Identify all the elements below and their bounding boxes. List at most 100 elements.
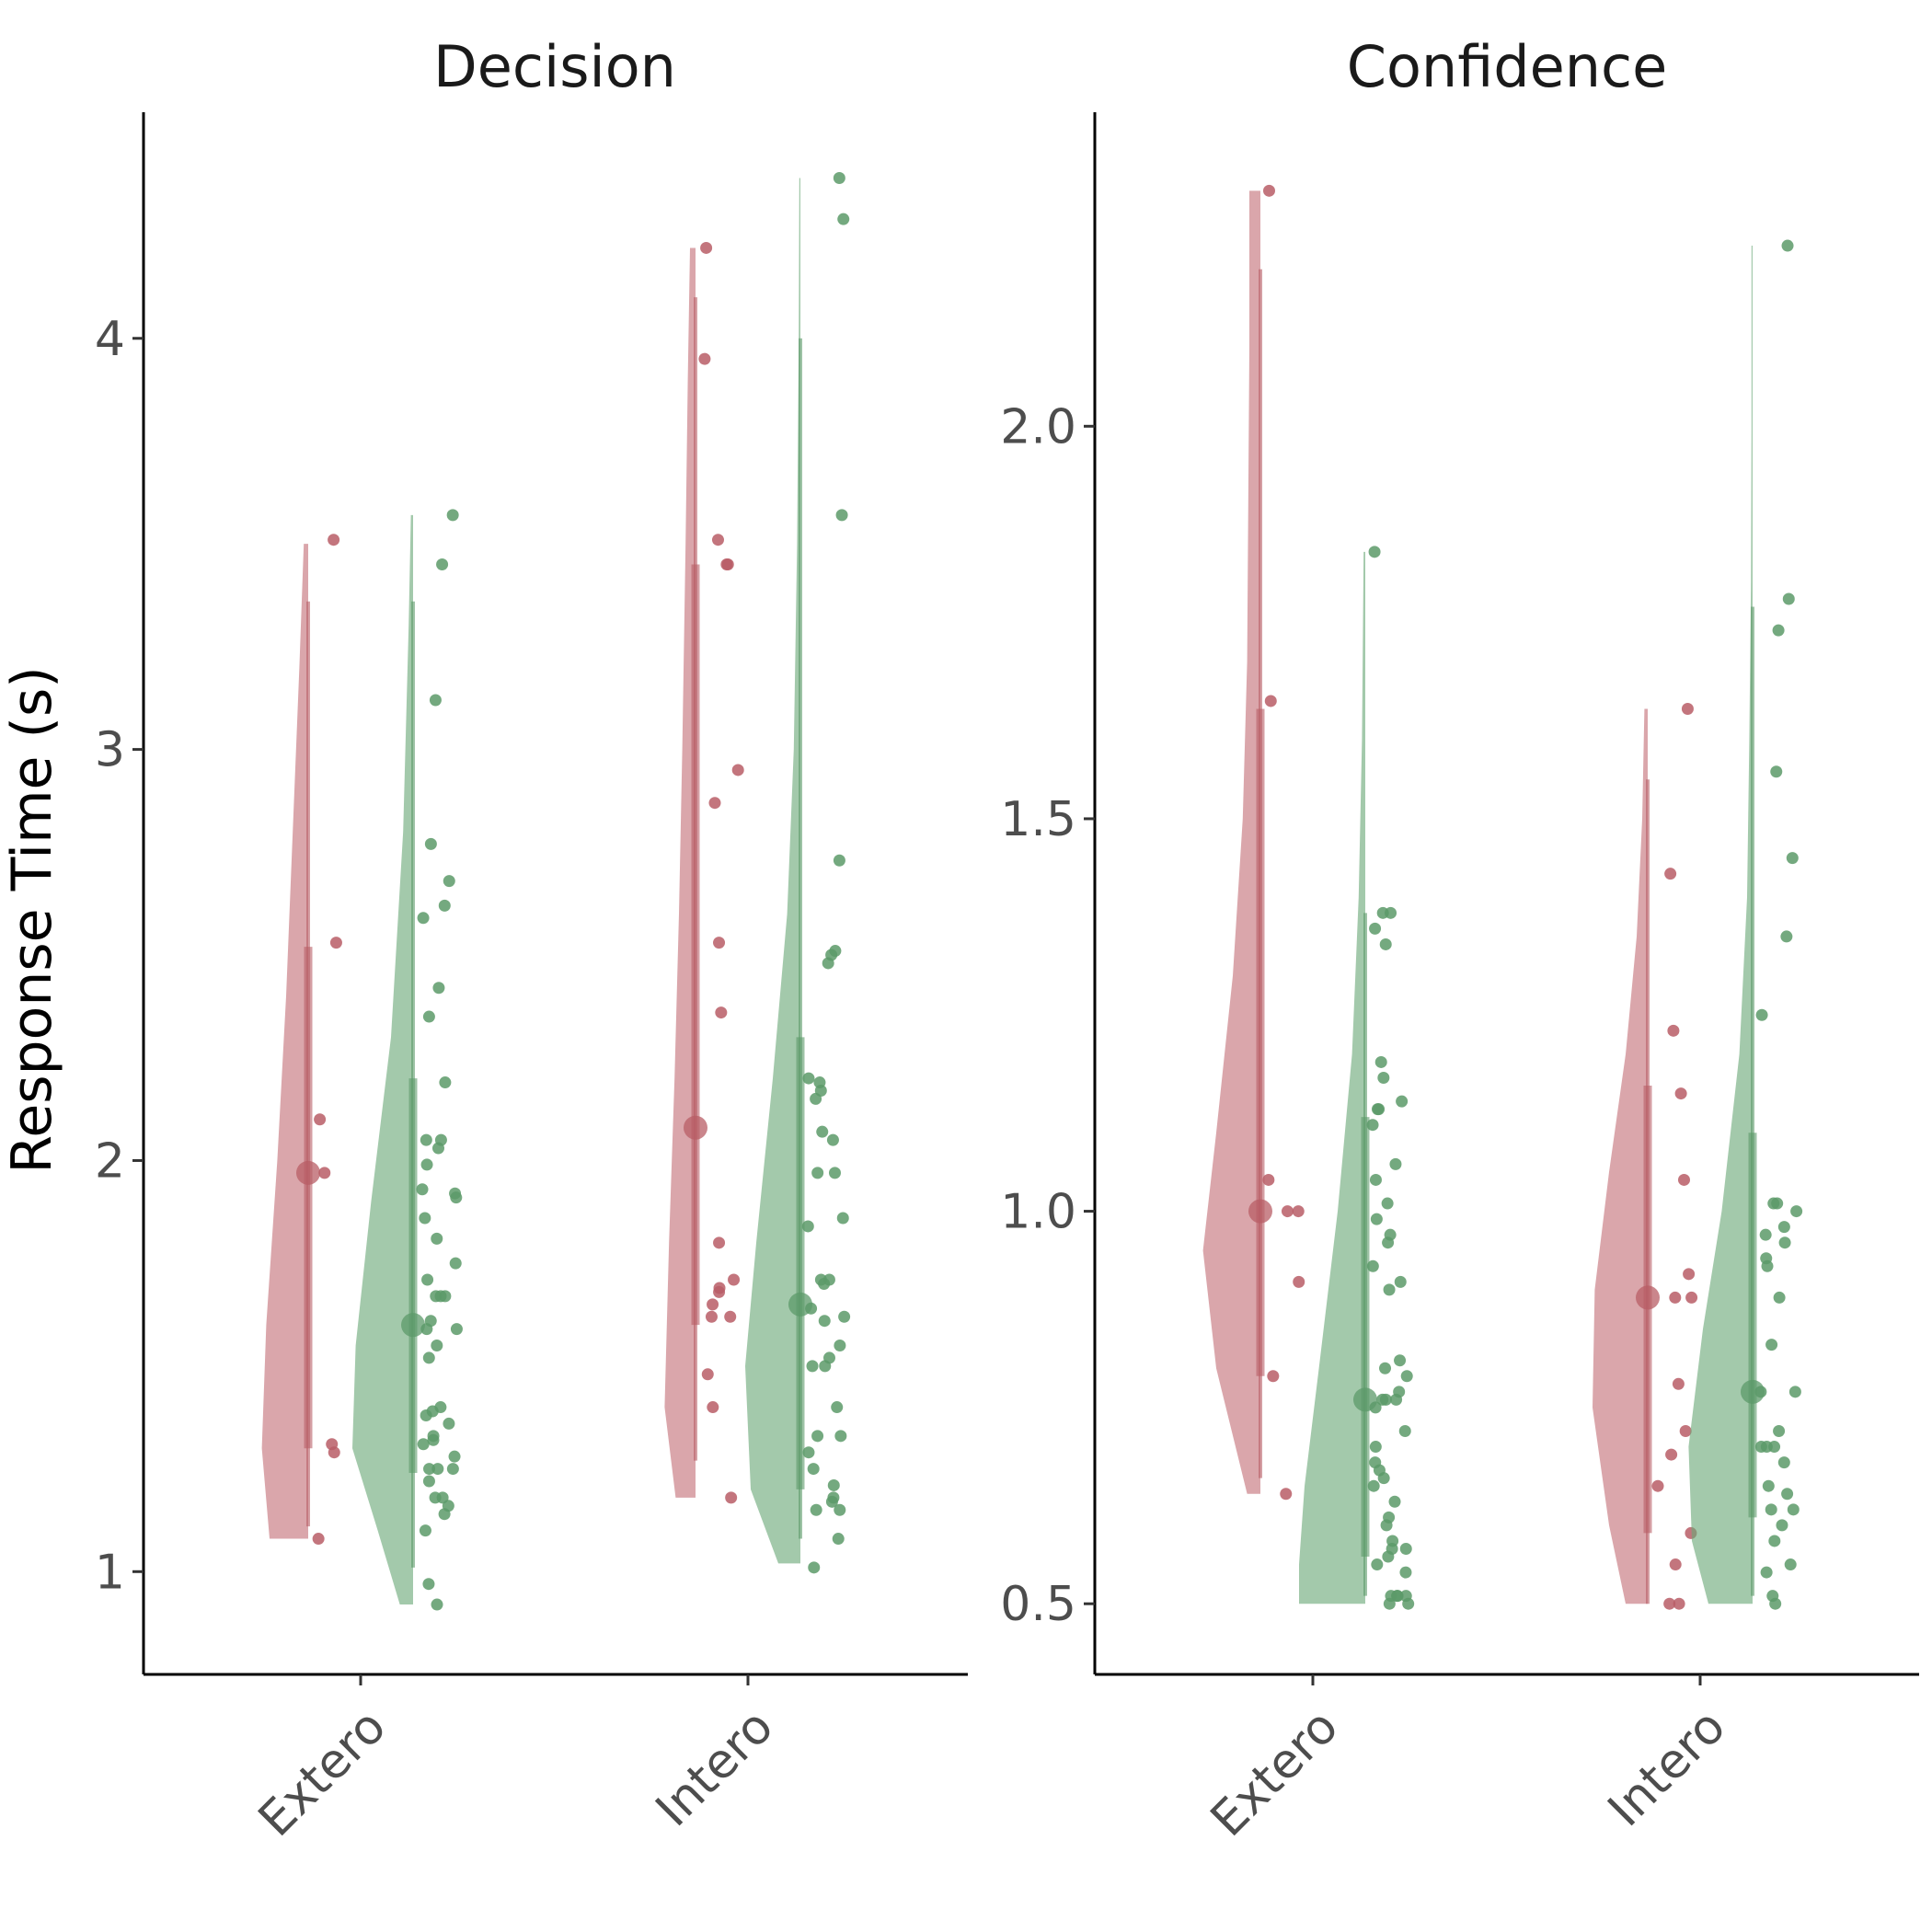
data-point-green <box>422 1475 435 1488</box>
data-point-green <box>1382 1236 1395 1249</box>
mean-point-green <box>1353 1387 1377 1412</box>
data-point-red <box>1677 1173 1690 1186</box>
data-point-green <box>819 1360 832 1373</box>
data-point-green <box>801 1220 814 1233</box>
data-point-green <box>443 1417 455 1430</box>
data-point-green <box>1787 1503 1800 1516</box>
violin-red <box>261 544 308 1539</box>
data-point-green <box>1369 1173 1382 1186</box>
data-point-green <box>1760 1566 1773 1579</box>
data-point-green <box>1380 1519 1393 1532</box>
mean-point-red <box>296 1160 320 1185</box>
data-point-red <box>700 241 713 254</box>
data-point-green <box>423 1463 436 1476</box>
data-point-red <box>1264 695 1277 707</box>
data-point-green <box>1786 852 1799 865</box>
data-point-green <box>833 171 845 184</box>
data-point-green <box>1396 1095 1409 1108</box>
data-point-red <box>713 937 726 949</box>
data-point-green <box>1755 1008 1768 1021</box>
data-point-red <box>731 764 744 776</box>
data-point-green <box>420 1158 433 1171</box>
data-point-green <box>1399 1542 1412 1555</box>
data-point-red <box>1651 1479 1664 1492</box>
data-point-green <box>810 1092 822 1105</box>
data-point-green <box>422 1351 435 1364</box>
data-point-green <box>1374 1055 1387 1068</box>
data-point-green <box>810 1503 822 1516</box>
data-point-green <box>1394 1275 1407 1288</box>
data-point-green <box>436 558 449 571</box>
y-tick-label: 2 <box>95 1133 125 1189</box>
data-point-green <box>838 1310 851 1323</box>
x-tick-label: Extero <box>1201 1699 1349 1847</box>
violin-green <box>352 514 413 1605</box>
data-point-red <box>1281 1205 1294 1218</box>
data-point-red <box>1667 1024 1680 1037</box>
data-point-green <box>446 509 459 522</box>
data-point-green <box>1765 1503 1777 1516</box>
data-point-red <box>329 937 342 949</box>
data-point-green <box>1772 624 1785 637</box>
data-point-green <box>822 957 834 970</box>
data-point-green <box>1369 1441 1382 1454</box>
data-point-red <box>1685 1291 1698 1304</box>
panel-confidence-plot: 0.5 1.0 1.5 2.0 Extero Intero <box>1000 112 1919 1847</box>
data-point-green <box>1382 1550 1395 1563</box>
data-point-green <box>432 982 445 995</box>
data-point-green <box>1377 1472 1390 1485</box>
data-point-green <box>831 1401 844 1414</box>
data-point-green <box>836 1212 849 1225</box>
data-point-green <box>431 1463 444 1476</box>
data-point-green <box>420 1133 432 1146</box>
data-point-green <box>1773 1424 1786 1437</box>
data-point-green <box>427 1433 440 1446</box>
data-point-green <box>811 1430 824 1443</box>
y-tick-label: 1 <box>95 1545 125 1600</box>
data-point-green <box>826 1133 839 1146</box>
data-point-green <box>818 1315 831 1328</box>
data-point-red <box>328 534 340 546</box>
panel-title-confidence: Confidence <box>1347 33 1668 100</box>
panel-title-decision: Decision <box>433 33 676 100</box>
data-point-red <box>318 1167 331 1179</box>
data-point-green <box>1400 1370 1413 1383</box>
data-point-green <box>1784 1558 1797 1571</box>
data-point-red <box>720 558 733 571</box>
data-point-red <box>1669 1558 1682 1571</box>
data-point-red <box>1679 1424 1692 1437</box>
violin-red <box>1593 708 1648 1604</box>
data-point-green <box>1773 1291 1786 1304</box>
data-point-green <box>1388 1495 1401 1508</box>
data-point-green <box>1780 930 1793 943</box>
data-point-green <box>834 1503 846 1516</box>
data-point-red <box>705 1310 718 1323</box>
x-tick-label: Extero <box>248 1699 397 1847</box>
data-point-green <box>1770 765 1783 778</box>
data-point-red <box>1280 1488 1293 1501</box>
data-point-green <box>835 509 848 522</box>
data-point-green <box>422 1010 435 1023</box>
violin-green <box>1299 551 1365 1604</box>
data-point-green <box>438 1508 451 1521</box>
data-point-green <box>443 875 455 888</box>
data-point-green <box>450 1323 463 1336</box>
data-point-red <box>707 1298 719 1311</box>
data-point-green <box>1778 1236 1791 1249</box>
data-point-green <box>1390 1393 1403 1406</box>
mean-point-green <box>1741 1379 1765 1404</box>
data-point-red <box>725 1491 738 1504</box>
panel-confidence: Confidence 0.5 1.0 1.5 2.0 Extero Intero <box>1000 33 1919 1847</box>
data-point-green <box>1402 1597 1415 1610</box>
data-point-red <box>1673 1597 1685 1610</box>
data-point-green <box>834 1340 846 1352</box>
data-point-green <box>417 1438 430 1451</box>
data-point-green <box>811 1167 824 1179</box>
data-point-red <box>1262 1173 1275 1186</box>
data-point-green <box>802 1446 815 1459</box>
violin-green <box>745 178 800 1564</box>
data-point-green <box>832 1533 845 1546</box>
data-point-red <box>711 534 724 546</box>
data-point-green <box>1370 1213 1383 1225</box>
data-point-green <box>1765 1339 1778 1351</box>
